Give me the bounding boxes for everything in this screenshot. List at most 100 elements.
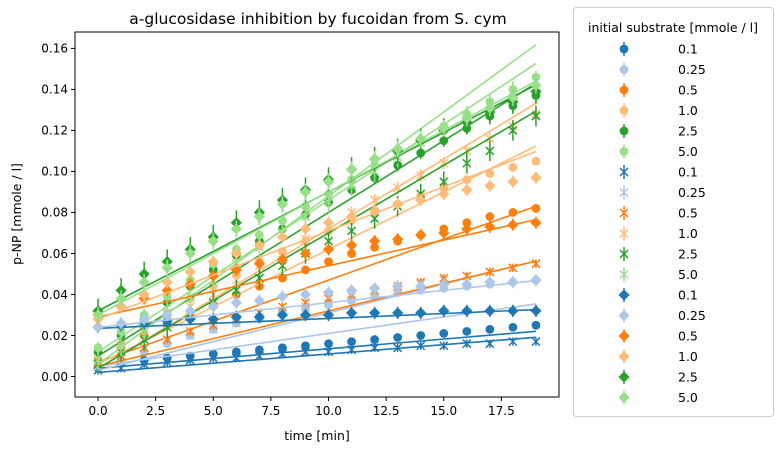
data-point: [415, 133, 427, 145]
x-tick-label: 0.0: [89, 404, 108, 418]
data-point: [461, 112, 473, 124]
data-point: [93, 355, 103, 365]
data-point: [531, 259, 541, 269]
data-point: [93, 343, 103, 353]
data-point: [485, 267, 495, 277]
data-point: [531, 111, 541, 121]
x-tick-label: 15.0: [430, 404, 457, 418]
legend-label: 5.0: [678, 390, 698, 405]
data-point: [345, 239, 358, 251]
series-16: [92, 150, 542, 326]
data-point: [531, 156, 541, 166]
data-point: [185, 355, 195, 365]
legend-marker: [618, 350, 630, 363]
data-point: [416, 148, 426, 158]
legend-marker: [619, 147, 629, 156]
data-point: [484, 180, 496, 192]
legend-marker: [619, 106, 629, 115]
legend-label: 2.5: [678, 123, 698, 138]
x-tick-label: 17.5: [488, 404, 515, 418]
data-point: [438, 278, 450, 290]
data-point: [392, 198, 404, 210]
x-axis-label: time [min]: [284, 428, 350, 443]
data-point: [230, 223, 242, 235]
data-point: [230, 311, 242, 323]
data-point: [277, 349, 287, 359]
data-point: [530, 274, 542, 286]
data-point: [230, 247, 242, 260]
data-point: [347, 337, 356, 347]
data-point: [508, 263, 518, 273]
series-14: [92, 273, 542, 334]
data-point: [207, 256, 219, 268]
data-point: [322, 243, 335, 255]
data-point: [392, 280, 404, 292]
x-tick-label: 10.0: [315, 404, 342, 418]
legend-entry: 5.0: [618, 390, 698, 405]
data-point: [92, 309, 104, 321]
legend-marker: [619, 228, 629, 239]
data-point: [439, 273, 449, 283]
y-tick-label: 0.06: [41, 247, 68, 261]
data-point: [230, 297, 242, 309]
fit-line: [97, 150, 537, 320]
y-tick-label: 0.10: [41, 165, 68, 179]
data-point: [162, 335, 172, 345]
legend-entry: 0.5: [619, 82, 698, 97]
legend-entry: 0.1: [619, 164, 698, 179]
fit-line: [97, 303, 537, 368]
data-point: [508, 322, 518, 332]
legend-marker: [619, 65, 629, 74]
data-point: [370, 335, 380, 344]
legend-entry: 5.0: [619, 144, 698, 159]
data-point: [299, 186, 312, 198]
data-point: [138, 276, 150, 288]
data-point: [392, 233, 404, 245]
data-point: [438, 122, 450, 134]
data-point: [322, 309, 335, 321]
legend-entry: 5.0: [619, 267, 698, 282]
legend-entry: 0.1: [618, 287, 698, 302]
fit-line: [97, 330, 537, 370]
data-point: [276, 290, 289, 303]
legend-entry: 2.5: [618, 369, 698, 384]
data-point: [184, 247, 196, 260]
data-point: [347, 249, 356, 258]
y-tick-label: 0.00: [41, 370, 68, 384]
data-point: [508, 337, 518, 347]
legend-marker: [619, 167, 629, 177]
y-tick-label: 0.02: [41, 329, 68, 343]
data-point: [531, 337, 541, 347]
data-point: [184, 305, 196, 317]
legend-marker: [619, 44, 629, 54]
data-point: [139, 359, 149, 369]
fit-line: [97, 279, 537, 329]
data-point: [253, 311, 265, 323]
data-point: [415, 194, 427, 206]
data-point: [461, 278, 473, 290]
data-point: [254, 351, 264, 361]
data-point: [184, 266, 196, 278]
y-axis-label: p-NP [mmole / l]: [9, 163, 24, 265]
data-point: [369, 307, 381, 319]
data-point: [231, 353, 241, 363]
data-point: [485, 324, 495, 334]
plot-area-frame: [74, 31, 560, 398]
legend-entry: 1.0: [619, 103, 698, 118]
fit-line: [97, 145, 537, 365]
legend-label: 1.0: [678, 103, 698, 118]
data-point: [530, 305, 542, 317]
data-point: [392, 143, 404, 155]
y-tick-label: 0.14: [41, 83, 68, 97]
data-point: [185, 326, 195, 336]
data-point: [299, 247, 312, 260]
data-point: [508, 162, 518, 172]
data-point: [115, 292, 127, 305]
legend-label: 0.1: [678, 287, 698, 302]
data-point: [462, 339, 472, 349]
data-point: [438, 188, 450, 200]
data-point: [253, 258, 265, 270]
data-point: [508, 208, 518, 217]
legend-label: 5.0: [678, 267, 698, 282]
legend-marker: [619, 85, 629, 95]
